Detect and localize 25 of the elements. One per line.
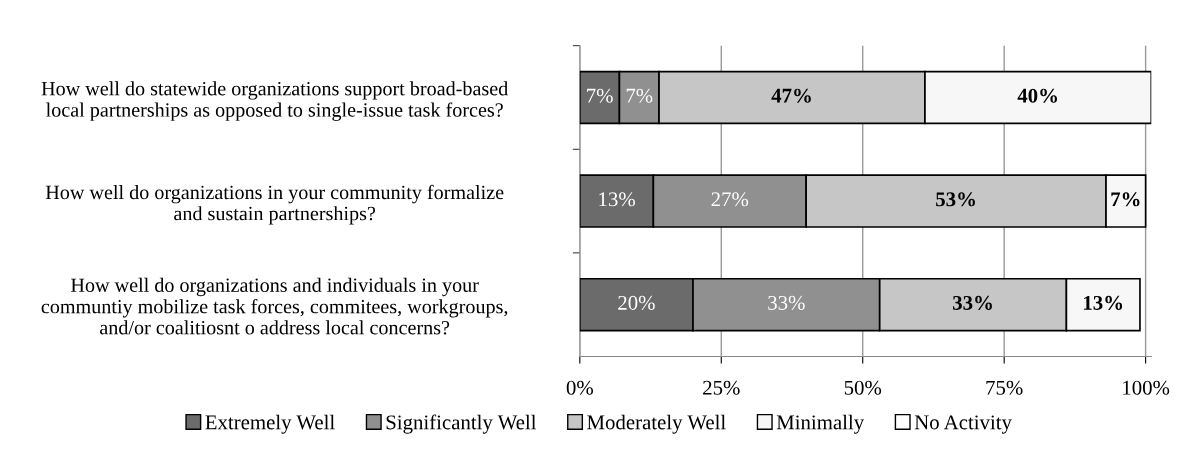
x-tick-label: 100% [1123,380,1170,395]
data-label: 13% [1084,295,1123,310]
y-tick-label: How well do organizations in your community formalize and sustain partnerships? [45,184,504,225]
legend-label: Minimally [776,414,865,434]
data-label: 40% [1017,88,1057,103]
data-label: 7% [626,88,653,103]
data-label: 7% [1111,192,1140,207]
y-tick-label: How well do statewide organizations support broad-based local partnerships as opposed to single-issue task forces? [41,81,509,121]
legend-label: Significantly Well [386,414,537,434]
data-label: 33% [768,295,805,310]
x-tick-label: 0% [566,380,594,395]
data-label: 47% [771,88,811,103]
x-tick-label: 25% [703,380,740,395]
data-label: 7% [587,88,613,103]
y-tick-label: How well do organizations and individuals in your communtiy mobilize task forces, commitees, workgroups, and/or coalitiosnt o address local concerns? [41,277,508,335]
data-label: 53% [936,192,975,207]
legend-label: Extremely Well [205,414,335,434]
data-label: 33% [953,295,992,310]
legend-label: No Activity [914,415,1012,434]
x-tick-label: 75% [986,380,1023,395]
legend-label: Moderately Well [587,414,726,434]
data-label: 13% [599,192,635,207]
data-label: 27% [711,192,749,207]
x-tick-label: 50% [844,380,882,395]
data-label: 20% [618,295,655,310]
